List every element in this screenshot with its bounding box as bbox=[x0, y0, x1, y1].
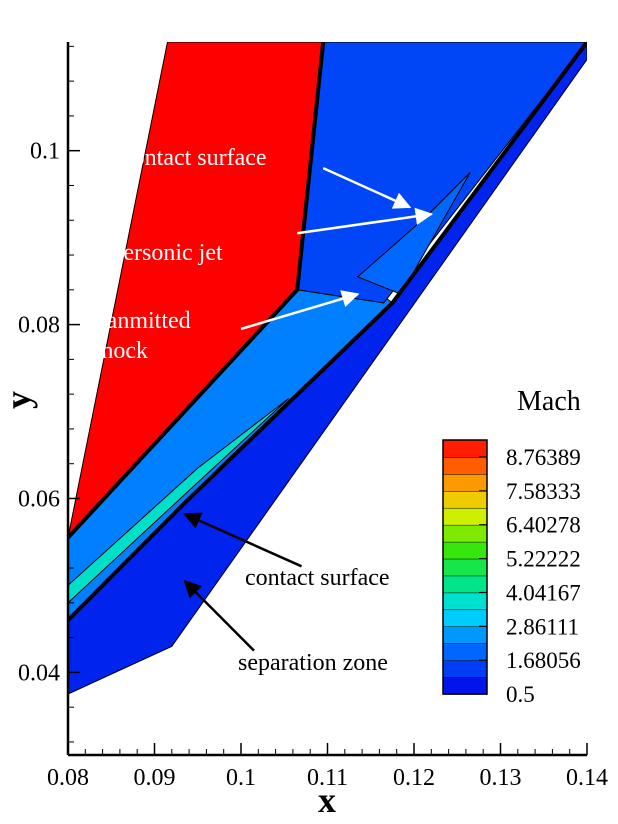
colorbar-label: 8.76389 bbox=[506, 445, 581, 470]
colorbar-swatch bbox=[442, 609, 488, 628]
annotation-label: contact surface bbox=[122, 145, 267, 171]
colorbar-swatch bbox=[442, 558, 488, 577]
annotation-4: contact surface bbox=[183, 512, 390, 591]
colorbar-swatch bbox=[442, 456, 488, 475]
x-tick-label: 0.12 bbox=[393, 765, 435, 791]
y-tick-label: 0.04 bbox=[18, 660, 60, 686]
annotation-1: contact surface bbox=[122, 145, 412, 209]
x-tick-label: 0.1 bbox=[226, 765, 256, 791]
x-tick-label: 0.14 bbox=[566, 765, 608, 791]
y-tick-label: 0.1 bbox=[30, 139, 60, 165]
y-tick-label: 0.06 bbox=[18, 486, 60, 512]
colorbar-label: 5.22222 bbox=[506, 547, 581, 572]
colorbar-label: 6.40278 bbox=[506, 513, 581, 538]
colorbar-swatch bbox=[442, 575, 488, 594]
colorbar-swatch bbox=[442, 676, 488, 695]
colorbar-title: Mach bbox=[517, 386, 581, 417]
annotations: contact surface supersonic jet tranmitted s… bbox=[90, 145, 434, 676]
mach-region-6 bbox=[68, 398, 289, 604]
colorbar-label: 7.58333 bbox=[506, 479, 581, 504]
colorbar-frame bbox=[442, 439, 488, 695]
colorbar-label: 0.5 bbox=[506, 682, 535, 707]
colorbar-label: 4.04167 bbox=[506, 580, 581, 605]
annotation-label: contact surface bbox=[245, 565, 390, 591]
colorbar-swatch bbox=[442, 659, 488, 678]
colorbar-swatch bbox=[442, 642, 488, 661]
colorbar-swatches bbox=[442, 439, 488, 695]
x-axis-title: x bbox=[318, 780, 336, 820]
annotation-arrow bbox=[240, 290, 360, 331]
annotation-label: separation zone bbox=[238, 650, 388, 676]
colorbar-swatch bbox=[442, 524, 488, 543]
annotation-arrow bbox=[322, 166, 412, 209]
x-tick-label: 0.08 bbox=[47, 765, 89, 791]
annotation-arrow bbox=[183, 579, 255, 652]
colorbar-swatch bbox=[442, 626, 488, 644]
x-tick-label: 0.09 bbox=[134, 765, 176, 791]
colorbar-swatch bbox=[442, 541, 488, 560]
mach-region-5 bbox=[356, 172, 471, 295]
y-tick-label: 0.08 bbox=[18, 313, 60, 339]
colorbar-swatch bbox=[442, 507, 488, 526]
annotation-arrow bbox=[183, 512, 303, 568]
colorbar-swatch bbox=[442, 473, 488, 492]
y-axis-title: y bbox=[0, 391, 38, 409]
x-tick-label: 0.13 bbox=[480, 765, 522, 791]
axis-ticks: 0.08 0.09 0.1 0.11 0.12 0.13 0.14 0.04 0.06 0.08 0… bbox=[18, 45, 608, 791]
annotation-arrow bbox=[297, 207, 434, 235]
annotation-5: separation zone bbox=[183, 579, 388, 676]
contact-lines bbox=[68, 42, 587, 622]
colorbar-swatch bbox=[442, 592, 488, 611]
contact-line-2 bbox=[68, 42, 587, 622]
colorbar-label: 2.86111 bbox=[506, 614, 579, 639]
annotation-label: tranmitted shock bbox=[92, 308, 191, 364]
colorbar-labels: 8.76389 7.58333 6.40278 5.22222 4.04167 2.861… bbox=[479, 445, 581, 707]
colorbar-swatch bbox=[442, 490, 488, 509]
annotation-3: tranmitted shock bbox=[92, 290, 360, 364]
colorbar-swatch bbox=[442, 439, 488, 458]
colorbar-legend: Mach 8.76389 7.58333 6.40278 5.22222 4.04167… bbox=[442, 386, 581, 707]
colorbar-label: 1.68056 bbox=[506, 648, 581, 673]
contact-line-1 bbox=[68, 42, 326, 539]
annotation-label: supersonic jet bbox=[90, 240, 223, 266]
x-tick-label: 0.11 bbox=[307, 765, 348, 791]
annotation-2: supersonic jet bbox=[90, 207, 434, 266]
